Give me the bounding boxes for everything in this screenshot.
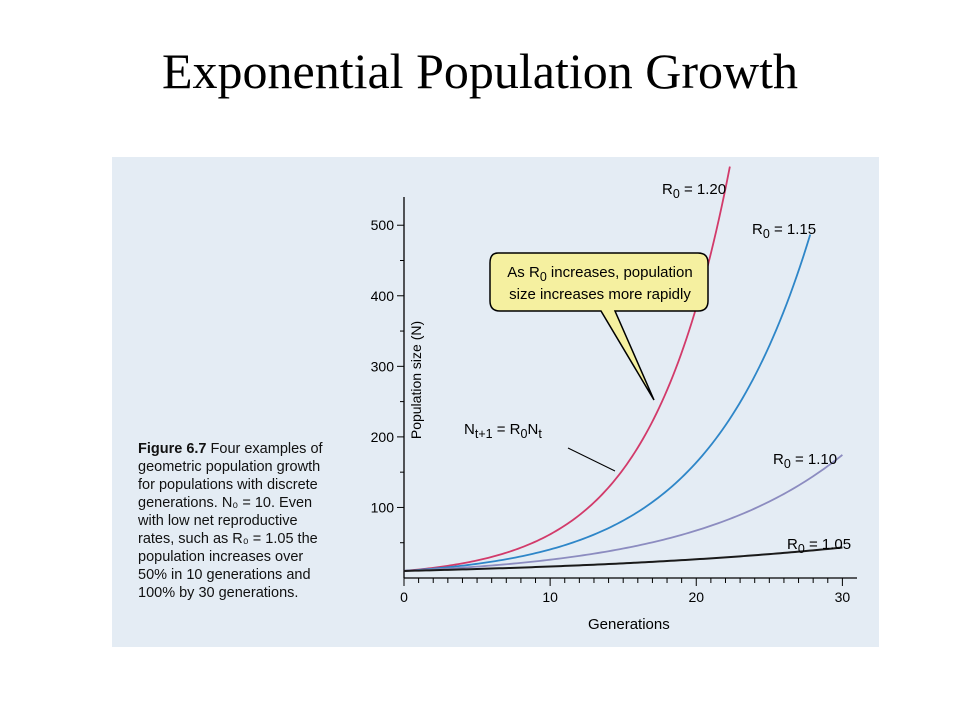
figure-caption: Figure 6.7 Four examples of geometric po… xyxy=(138,440,333,602)
figure-caption-text: Four examples of geometric population gr… xyxy=(138,441,323,601)
x-tick-label: 10 xyxy=(542,589,558,605)
callout-bubble xyxy=(489,252,709,401)
series-line-105 xyxy=(403,546,843,572)
series-label-r115: R0 = 1.15 xyxy=(752,221,817,241)
series-line-115 xyxy=(403,234,812,572)
callout-text: As R0 increases, population size increas… xyxy=(507,264,693,303)
series-label-r110: R0 = 1.10 xyxy=(773,451,838,471)
series-label-r120: R0 = 1.20 xyxy=(662,181,727,201)
y-tick-label: 500 xyxy=(371,217,395,233)
y-tick-label: 400 xyxy=(371,288,395,304)
y-tick-label: 100 xyxy=(371,499,395,515)
series-lines xyxy=(403,166,843,572)
y-tick-label: 200 xyxy=(371,429,395,445)
series-label-r105: R0 = 1.05 xyxy=(787,536,852,556)
figure-label: Figure 6.7 xyxy=(138,441,207,457)
slide-title: Exponential Population Growth xyxy=(161,43,799,99)
textbook-figure: 100 200 300 400 500 0 10 20 30 As R0 increases, … xyxy=(112,157,879,647)
equation-pointer-line xyxy=(567,447,616,472)
series-line-110 xyxy=(403,454,843,572)
population-growth-chart: 100 200 300 400 500 0 10 20 30 xyxy=(371,166,857,605)
x-tick-label: 0 xyxy=(400,589,408,605)
growth-equation: Nt+1 = R0Nt xyxy=(464,421,542,441)
x-tick-label: 30 xyxy=(835,589,851,605)
series-line-120 xyxy=(403,166,731,572)
y-axis-title: Population size (N) xyxy=(408,320,425,440)
axes: 100 200 300 400 500 0 10 20 30 xyxy=(371,197,857,605)
callout-shape xyxy=(489,252,709,401)
y-tick-label: 300 xyxy=(371,358,395,374)
x-tick-label: 20 xyxy=(688,589,704,605)
x-axis-title: Generations xyxy=(588,616,670,633)
